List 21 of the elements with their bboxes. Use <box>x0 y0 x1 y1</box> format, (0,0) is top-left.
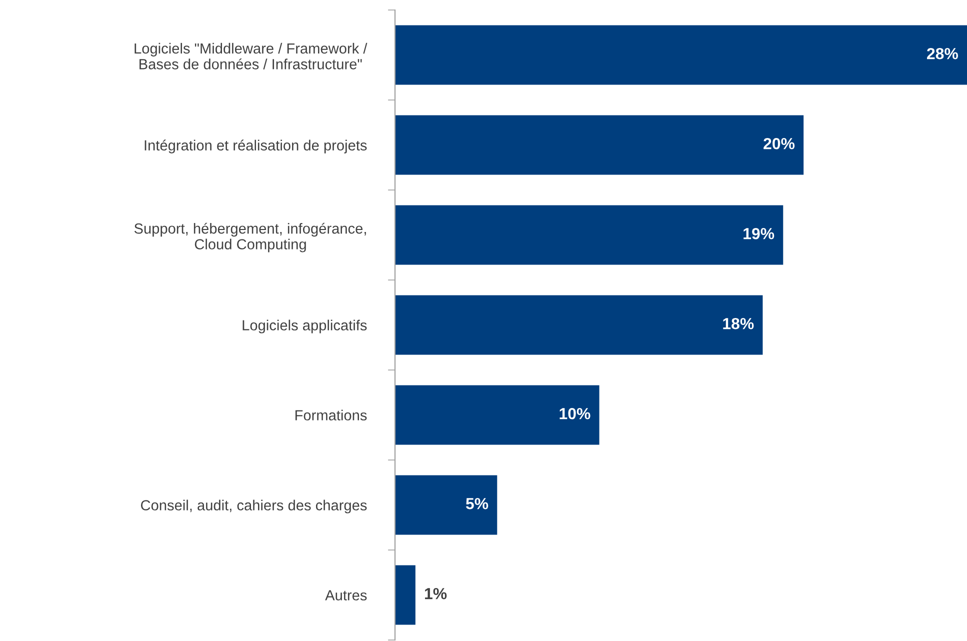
bar <box>395 475 498 535</box>
bar <box>395 205 784 265</box>
y-tick-label: Formations <box>295 410 367 420</box>
data-label: 18% <box>723 318 754 330</box>
y-tick-label: Logiciels "Middleware / Framework / Bases de données / Infrastructure" <box>134 42 368 70</box>
data-label: 5% <box>466 498 488 510</box>
data-label: 19% <box>744 228 774 240</box>
data-label: 28% <box>927 48 958 60</box>
y-tick-label: Intégration et réalisation de projets <box>144 140 367 154</box>
bar <box>395 565 416 625</box>
y-tick-label: Logiciels applicatifs <box>242 320 367 334</box>
bar <box>395 25 967 85</box>
y-tick-label: Autres <box>325 590 367 600</box>
bar <box>395 295 763 355</box>
data-label: 1% <box>425 588 447 600</box>
bar <box>395 115 804 175</box>
y-tick-label: Support, hébergement, infogérance, Cloud Computing <box>134 222 366 252</box>
data-label: 10% <box>560 408 590 420</box>
y-tick-label: Conseil, audit, cahiers des charges <box>141 500 367 514</box>
bar <box>395 385 600 445</box>
data-label: 20% <box>764 138 795 150</box>
